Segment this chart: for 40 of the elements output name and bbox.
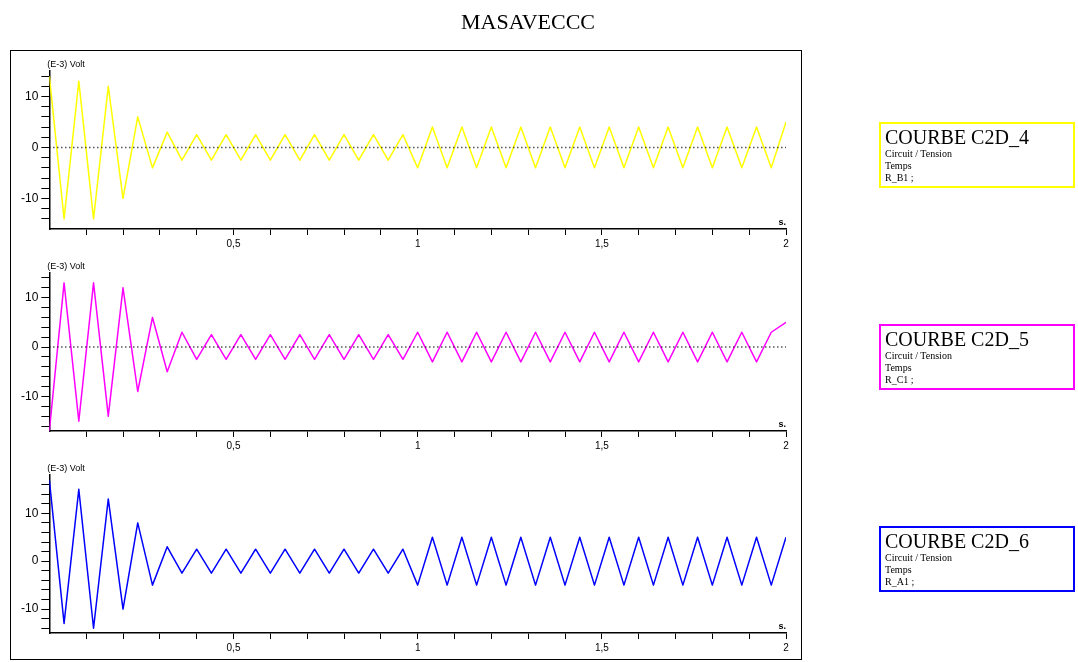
x-tick-label: 2 [783,237,790,249]
x-tick-label: 0,5 [226,237,241,249]
y-tick-label: -10 [21,190,39,205]
text: Temps [885,362,913,374]
x-tick-label: 1,5 [594,439,610,451]
x-tick-label: 1 [414,237,421,249]
x-tick-label: 2 [783,641,790,653]
y-axis-title: (E-3) Volt [47,261,86,271]
text: Circuit / Tension [885,350,953,362]
y-axis-title: (E-3) Volt [47,59,86,69]
text: COURBE C2D_5 [885,328,1030,350]
y-tick-label: 0 [31,139,39,154]
text: Circuit / Tension [885,552,953,564]
y-axis-title: (E-3) Volt [47,463,86,473]
x-tick-label: 1 [414,641,421,653]
x-tick-label: 1,5 [594,641,610,653]
y-tick-label: -10 [21,388,39,403]
chart-title: MASAVECCC [459,8,597,36]
y-tick-label: 10 [24,88,39,103]
y-tick-label: 10 [24,505,39,520]
x-tick-label: 2 [783,439,790,451]
text: R_A1 ; [885,576,916,588]
x-axis-title: s. [778,621,786,631]
y-tick-label: 10 [24,290,39,304]
text: Temps [885,160,913,172]
x-axis-title: s. [778,419,786,429]
x-tick-label: 1,5 [594,237,610,249]
text: COURBE C2D_6 [885,530,1030,552]
y-tick-label: 0 [31,553,39,568]
text: R_C1 ; [885,374,915,386]
text: Temps [885,564,913,576]
x-tick-label: 0,5 [226,641,241,653]
text: COURBE C2D_4 [885,126,1030,148]
text: R_B1 ; [885,172,915,184]
x-axis-title: s. [778,217,786,227]
y-tick-label: 0 [31,339,39,354]
y-tick-label: -10 [21,601,39,616]
x-tick-label: 0,5 [226,439,241,451]
x-tick-label: 1 [414,439,421,451]
text: Circuit / Tension [885,148,953,160]
